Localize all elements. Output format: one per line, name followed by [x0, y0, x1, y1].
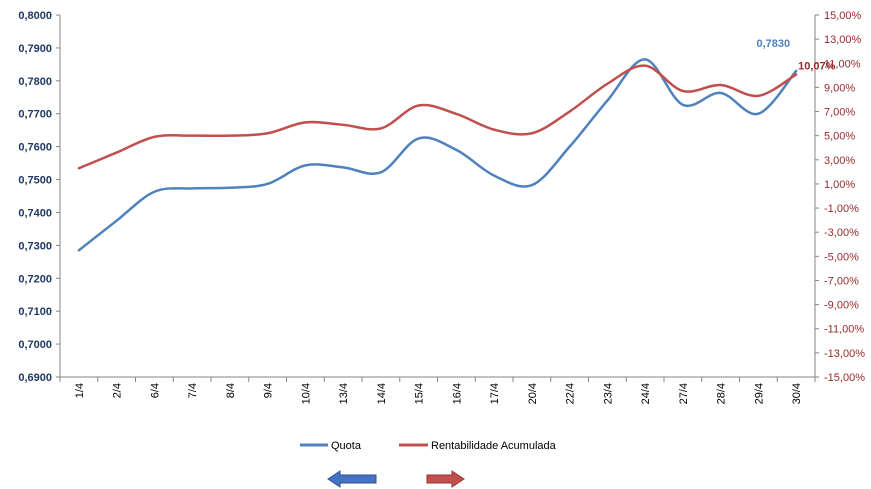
- labels-layer: 0,7830 10,07%: [756, 38, 835, 73]
- left-tick-label: 0,7100: [18, 306, 52, 318]
- x-tick-label: 9/4: [263, 383, 275, 398]
- right-tick-label: -5,00%: [824, 251, 859, 263]
- left-tick-label: 0,7400: [18, 207, 52, 219]
- right-tick-label: 13,00%: [824, 34, 862, 46]
- right-tick-label: -11,00%: [824, 324, 864, 336]
- left-tick-label: 0,7300: [18, 240, 52, 252]
- x-tick-label: 27/4: [678, 383, 690, 404]
- right-tick-label: -13,00%: [824, 348, 865, 360]
- x-tick-label: 10/4: [300, 383, 312, 404]
- right-tick-label: -1,00%: [824, 203, 859, 215]
- left-tick-label: 0,7900: [18, 43, 52, 55]
- x-tick-label: 23/4: [602, 383, 614, 404]
- legend-entry-rentabilidade: Rentabilidade Acumulada: [399, 440, 557, 452]
- right-tick-label: 15,00%: [824, 10, 862, 22]
- x-tick-label: 22/4: [565, 383, 577, 404]
- right-arrow-icon: [426, 470, 465, 488]
- left-tick-label: 0,6900: [18, 372, 52, 384]
- left-tick-label: 0,7600: [18, 142, 52, 154]
- right-tick-label: 7,00%: [824, 107, 855, 119]
- left-tick-label: 0,8000: [18, 10, 52, 22]
- x-tick-label: 24/4: [640, 383, 652, 404]
- left-tick-label: 0,7200: [18, 273, 52, 285]
- axes-layer: 0,8000 0,7900 0,7800 0,7700 0,7600 0,7500 0,74…: [18, 10, 865, 404]
- legend-label-quota: Quota: [331, 440, 362, 452]
- x-tick-label: 14/4: [376, 383, 388, 404]
- left-tick-label: 0,7000: [18, 339, 52, 351]
- left-tick-label: 0,7800: [18, 76, 52, 88]
- x-tick-label: 13/4: [338, 383, 350, 404]
- right-tick-label: 11,00%: [824, 58, 861, 70]
- left-arrow-icon: [327, 470, 377, 488]
- x-tick-label: 17/4: [489, 383, 501, 404]
- right-tick-label: 5,00%: [824, 131, 855, 143]
- x-tick-label: 15/4: [414, 383, 426, 404]
- legend: Quota Rentabilidade Acumulada: [300, 440, 557, 452]
- right-tick-label: -3,00%: [824, 227, 859, 239]
- x-tick-label: 16/4: [451, 383, 463, 404]
- right-tick-label: 3,00%: [824, 155, 855, 167]
- legend-label-rentabilidade: Rentabilidade Acumulada: [431, 440, 557, 452]
- right-tick-label: -9,00%: [824, 300, 859, 312]
- left-tick-label: 0,7500: [18, 175, 52, 187]
- series-line-rentabilidade: [77, 64, 798, 170]
- x-tick-label: 6/4: [149, 383, 161, 398]
- x-tick-label: 30/4: [791, 383, 803, 404]
- right-tick-label: 9,00%: [824, 82, 855, 94]
- series-line-quota: [77, 58, 798, 252]
- data-label-rentabilidade: 10,07%: [798, 60, 836, 72]
- x-tick-label: 7/4: [187, 383, 199, 398]
- x-tick-label: 1/4: [74, 383, 86, 398]
- left-tick-label: 0,7700: [18, 109, 52, 121]
- x-tick-label: 8/4: [225, 383, 237, 398]
- legend-entry-quota: Quota: [300, 440, 362, 452]
- series-layer: [77, 58, 798, 252]
- data-label-quota: 0,7830: [756, 38, 790, 50]
- right-tick-label: 1,00%: [824, 179, 855, 191]
- x-tick-label: 29/4: [753, 383, 765, 404]
- right-tick-label: -15,00%: [824, 372, 865, 384]
- x-tick-label: 2/4: [112, 383, 124, 398]
- x-tick-label: 20/4: [527, 383, 539, 404]
- right-tick-label: -7,00%: [824, 275, 859, 287]
- x-tick-label: 28/4: [716, 383, 728, 404]
